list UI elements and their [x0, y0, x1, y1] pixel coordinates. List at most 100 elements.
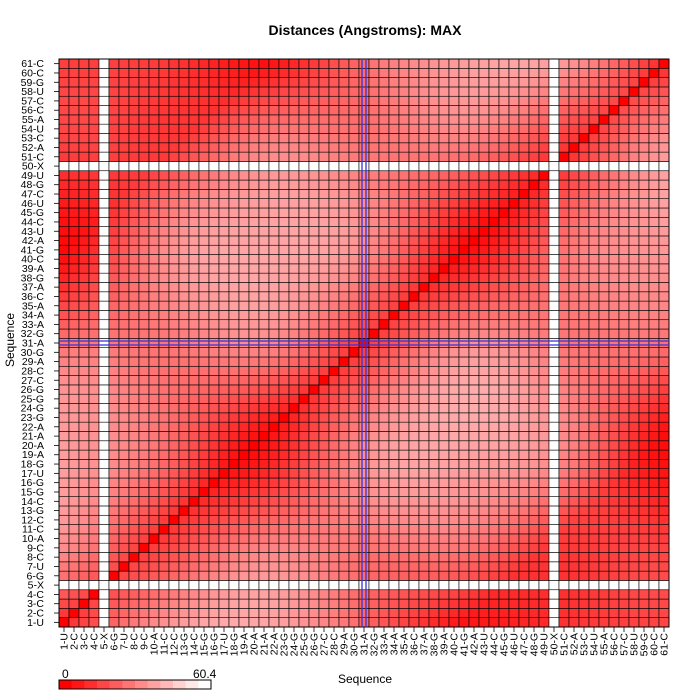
- heatmap-cell: [298, 608, 310, 618]
- heatmap-cell: [358, 552, 370, 563]
- heatmap-cell: [588, 533, 600, 544]
- heatmap-cell: [588, 477, 600, 488]
- heatmap-cell: [538, 86, 550, 97]
- heatmap-cell: [548, 179, 560, 190]
- heatmap-cell: [598, 328, 610, 339]
- heatmap-cell: [488, 244, 500, 255]
- heatmap-cell: [98, 552, 110, 563]
- heatmap-cell: [598, 608, 610, 618]
- heatmap-cell: [468, 468, 480, 479]
- heatmap-cell: [398, 459, 410, 470]
- heatmap-cell: [308, 151, 320, 162]
- x-tick-label: 30-G: [349, 633, 361, 656]
- heatmap-cell: [248, 412, 260, 423]
- heatmap-cell: [408, 300, 420, 311]
- heatmap-cell: [98, 617, 110, 628]
- heatmap-cell: [178, 86, 190, 97]
- heatmap-cell: [578, 161, 590, 172]
- heatmap-cell: [548, 365, 560, 376]
- heatmap-cell: [548, 217, 560, 227]
- heatmap-cell: [78, 440, 90, 451]
- heatmap-cell: [508, 589, 520, 600]
- heatmap-cell: [98, 487, 110, 497]
- heatmap-cell: [498, 347, 510, 358]
- heatmap-cell: [98, 421, 110, 432]
- heatmap-cell: [568, 403, 580, 414]
- heatmap-cell: [388, 384, 400, 395]
- heatmap-cell: [288, 384, 300, 395]
- heatmap-cell: [178, 142, 190, 153]
- heatmap-cell: [358, 449, 370, 460]
- heatmap-cell: [178, 384, 190, 395]
- heatmap-cell: [218, 431, 230, 442]
- heatmap-cell: [218, 421, 230, 432]
- heatmap-cell: [358, 86, 370, 97]
- heatmap-cell: [658, 244, 670, 255]
- heatmap-cell: [58, 393, 70, 404]
- heatmap-cell: [148, 151, 160, 162]
- heatmap-cell: [148, 198, 160, 209]
- heatmap-cell: [188, 189, 200, 199]
- heatmap-cell: [658, 300, 670, 311]
- heatmap-cell: [528, 105, 540, 116]
- heatmap-cell: [578, 244, 590, 255]
- heatmap-cell: [168, 105, 180, 116]
- heatmap-cell: [628, 142, 640, 153]
- heatmap-cell: [498, 384, 510, 395]
- heatmap-cell: [418, 375, 430, 386]
- y-tick-label: 60-C: [21, 67, 44, 79]
- heatmap-cell: [638, 282, 650, 293]
- heatmap-cell: [148, 468, 160, 479]
- heatmap-cell: [198, 170, 210, 181]
- heatmap-cell: [218, 114, 230, 125]
- heatmap-cell: [258, 617, 270, 628]
- heatmap-cell: [578, 505, 590, 516]
- heatmap-cell: [408, 263, 420, 274]
- heatmap-cell: [258, 263, 270, 274]
- y-tick-label: 38-G: [21, 272, 44, 284]
- heatmap-cell: [498, 403, 510, 414]
- heatmap-cell: [398, 570, 410, 581]
- heatmap-cell: [258, 375, 270, 386]
- heatmap-cell: [478, 487, 490, 497]
- heatmap-cell: [248, 217, 260, 227]
- heatmap-cell: [418, 179, 430, 190]
- heatmap-cell: [458, 86, 470, 97]
- heatmap-cell: [278, 524, 290, 535]
- heatmap-cell: [348, 384, 360, 395]
- heatmap-cell: [148, 608, 160, 618]
- heatmap-cell: [378, 608, 390, 618]
- heatmap-cell: [628, 356, 640, 367]
- heatmap-cell: [148, 514, 160, 525]
- heatmap-cell: [268, 328, 280, 339]
- heatmap-cell: [148, 356, 160, 367]
- heatmap-cell: [458, 608, 470, 618]
- heatmap-cell: [488, 505, 500, 516]
- heatmap-cell: [488, 598, 500, 609]
- heatmap-cell: [408, 561, 420, 572]
- heatmap-cell: [88, 189, 100, 199]
- heatmap-cell: [478, 95, 490, 106]
- heatmap-cell: [528, 561, 540, 572]
- heatmap-cell: [268, 459, 280, 470]
- heatmap-cell: [268, 598, 280, 609]
- heatmap-cell: [638, 421, 650, 432]
- heatmap-cell: [348, 524, 360, 535]
- heatmap-cell: [228, 282, 240, 293]
- heatmap-cell: [538, 179, 550, 190]
- heatmap-cell: [108, 161, 120, 172]
- heatmap-cell: [198, 440, 210, 451]
- heatmap-cell: [228, 570, 240, 581]
- heatmap-cell: [158, 365, 170, 376]
- heatmap-cell: [488, 440, 500, 451]
- heatmap-cell: [118, 514, 130, 525]
- heatmap-cell: [238, 272, 250, 283]
- heatmap-cell: [458, 393, 470, 404]
- heatmap-cell: [358, 570, 370, 581]
- heatmap-cell: [388, 477, 400, 488]
- heatmap-cell: [438, 552, 450, 563]
- heatmap-cell: [448, 617, 460, 628]
- legend-swatch: [147, 680, 161, 689]
- heatmap-cell: [568, 272, 580, 283]
